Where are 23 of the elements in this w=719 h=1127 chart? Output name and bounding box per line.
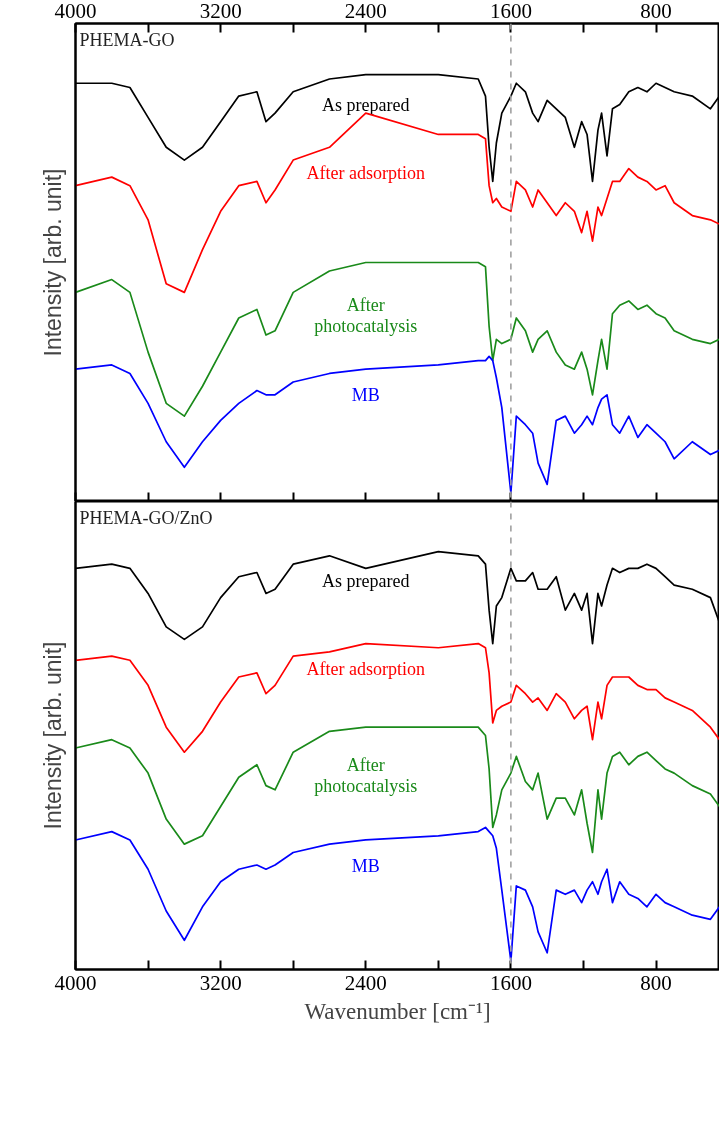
series-label: As prepared xyxy=(322,571,410,592)
x2-tick-label: 1600 xyxy=(489,0,532,23)
chart-title: PHEMA-GO/ZnO xyxy=(79,507,213,528)
x-axis-title: Wavenumber [cm⁻¹] xyxy=(304,998,491,1024)
series-label: After photocatalysis xyxy=(314,295,418,337)
x2-tick-label: 4000 xyxy=(54,0,97,23)
x2-tick-label: 2400 xyxy=(344,0,387,23)
x-tick-label: 2400 xyxy=(344,970,387,995)
x2-tick-label: 800 xyxy=(640,0,672,23)
series-label: MB xyxy=(351,385,380,405)
x2-tick-label: 3200 xyxy=(199,0,242,23)
series-label: As prepared xyxy=(322,94,410,115)
chart-title: PHEMA-GO xyxy=(79,29,175,50)
x-tick-label: 1600 xyxy=(489,970,532,995)
x-tick-label: 3200 xyxy=(199,970,242,995)
x-tick-label: 800 xyxy=(640,970,672,995)
series-label: After photocatalysis xyxy=(314,755,418,797)
series-label: MB xyxy=(351,855,380,876)
x-tick-label: 4000 xyxy=(54,970,97,995)
y-axis-title: Intensity [arb. unit] xyxy=(39,641,66,830)
series-label: After adsorption xyxy=(306,163,425,184)
series-label: After adsorption xyxy=(306,659,425,680)
y-axis-title: Intensity [arb. unit] xyxy=(39,168,66,357)
